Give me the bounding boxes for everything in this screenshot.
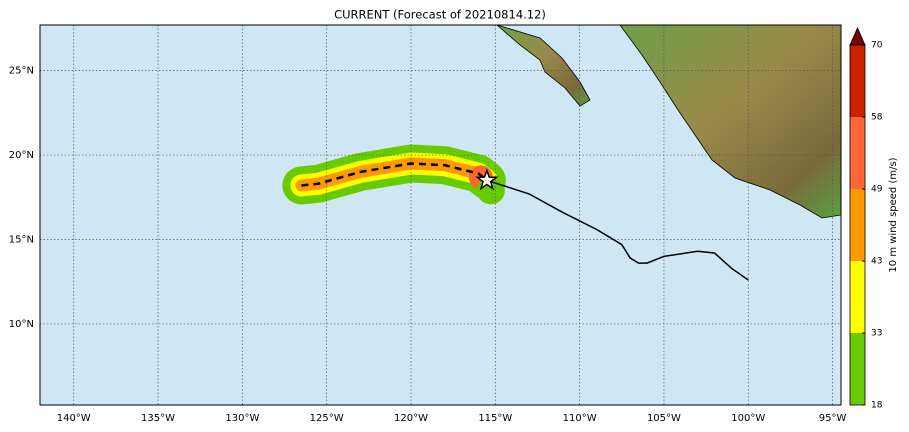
colorbar-segment (850, 117, 865, 189)
colorbar-label: 10 m wind speed (m/s) (888, 157, 899, 272)
lon-tick-label: 95°W (819, 413, 847, 424)
lat-tick-label: 25°N (9, 66, 34, 77)
colorbar-tick-label: 70 (871, 41, 883, 51)
lat-tick-label: 15°N (9, 234, 34, 245)
tracks (301, 162, 749, 281)
map-title: CURRENT (Forecast of 20210814.12) (334, 8, 546, 22)
lon-tick-label: 135°W (141, 413, 175, 424)
lon-tick-label: 120°W (394, 413, 428, 424)
mainland (619, 25, 841, 219)
colorbar-tick-label: 49 (871, 185, 883, 195)
colorbar-tick-label: 43 (871, 257, 882, 267)
colorbar-extend (849, 27, 866, 46)
colorbar-segment (850, 333, 865, 405)
lon-tick-label: 130°W (225, 413, 259, 424)
colorbar-frame (849, 44, 866, 406)
lon-tick-label: 140°W (57, 413, 91, 424)
colorbar-tick-label: 58 (871, 113, 883, 123)
axis-labels: 140°W 135°W 130°W 125°W 120°W 115°W 110°W 105°W… (9, 66, 847, 424)
lon-tick-label: 100°W (731, 413, 765, 424)
past-track (486, 179, 749, 281)
lat-tick-label: 20°N (9, 150, 34, 161)
colorbar-segment (850, 45, 865, 117)
colorbar-tick-label: 18 (871, 401, 883, 411)
storm-marker (475, 168, 499, 191)
lon-tick-label: 125°W (310, 413, 344, 424)
map-frame (39, 24, 842, 406)
forecast-track (301, 162, 488, 187)
colorbar-tick-label: 33 (871, 329, 882, 339)
lon-tick-label: 105°W (647, 413, 681, 424)
colorbar-segment (850, 261, 865, 333)
baja-peninsula (496, 25, 591, 107)
lat-tick-label: 10°N (9, 319, 34, 330)
lon-tick-label: 115°W (478, 413, 512, 424)
colorbar: 18 33 43 49 58 70 (849, 27, 883, 411)
map-area (40, 25, 841, 405)
graticule (40, 25, 841, 405)
lon-tick-label: 110°W (563, 413, 597, 424)
colorbar-segment (850, 189, 865, 261)
